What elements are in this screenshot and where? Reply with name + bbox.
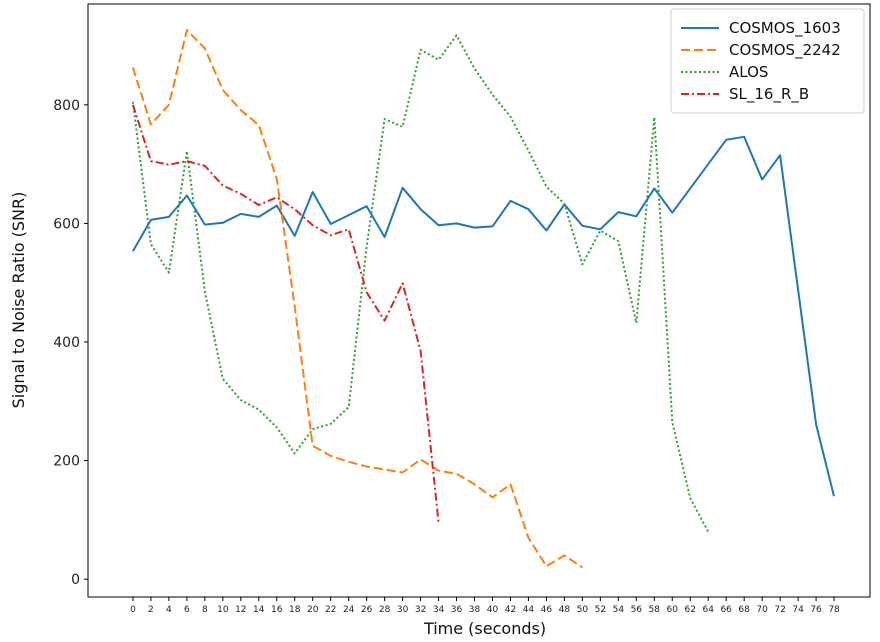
x-tick-label: 28 bbox=[379, 605, 391, 615]
series-layer bbox=[131, 29, 835, 569]
x-tick-label: 68 bbox=[738, 605, 750, 615]
x-tick-label: 12 bbox=[235, 605, 246, 615]
x-tick-label: 54 bbox=[613, 605, 625, 615]
series-line-cosmos-1603 bbox=[132, 135, 835, 497]
x-tick-label: 74 bbox=[792, 605, 804, 615]
y-tick-label: 0 bbox=[71, 572, 80, 588]
y-tick-label: 200 bbox=[53, 454, 80, 470]
plot-frame bbox=[87, 3, 871, 598]
legend-label: COSMOS_1603 bbox=[729, 19, 841, 38]
x-tick-label: 6 bbox=[184, 605, 190, 615]
x-tick-label: 42 bbox=[505, 605, 516, 615]
x-tick-label: 40 bbox=[487, 605, 499, 615]
x-tick-label: 20 bbox=[307, 605, 319, 615]
x-tick-label: 46 bbox=[541, 605, 553, 615]
x-tick-label: 38 bbox=[469, 605, 481, 615]
series-line-alos bbox=[131, 34, 710, 533]
x-tick-label: 56 bbox=[631, 605, 643, 615]
x-tick-label: 34 bbox=[433, 605, 445, 615]
x-tick-label: 14 bbox=[253, 605, 265, 615]
x-tick-label: 48 bbox=[559, 605, 571, 615]
x-tick-label: 36 bbox=[451, 605, 463, 615]
series-line-cosmos-2242 bbox=[131, 29, 583, 569]
x-tick-label: 16 bbox=[271, 605, 283, 615]
x-axis-ticks: 0 2 4 6 8 10 12 14 16 18 20 22 24 26 28 30 32 34 36 38 40 42 4… bbox=[130, 597, 840, 615]
x-tick-label: 44 bbox=[523, 605, 535, 615]
x-tick-label: 32 bbox=[415, 605, 426, 615]
x-tick-label: 24 bbox=[343, 605, 355, 615]
x-tick-label: 10 bbox=[217, 605, 229, 615]
x-tick-label: 8 bbox=[202, 605, 208, 615]
x-tick-label: 70 bbox=[756, 605, 768, 615]
series-line-sl-16-r-b bbox=[131, 104, 440, 524]
x-tick-label: 30 bbox=[397, 605, 409, 615]
x-tick-label: 26 bbox=[361, 605, 373, 615]
y-tick-label: 600 bbox=[53, 216, 80, 232]
x-tick-label: 76 bbox=[810, 605, 822, 615]
x-tick-label: 52 bbox=[595, 605, 606, 615]
plot-area-border bbox=[87, 3, 871, 598]
x-tick-label: 60 bbox=[667, 605, 679, 615]
x-tick-label: 0 bbox=[130, 605, 136, 615]
x-tick-label: 50 bbox=[577, 605, 589, 615]
x-tick-label: 66 bbox=[720, 605, 732, 615]
x-tick-label: 2 bbox=[148, 605, 154, 615]
y-axis-label: Signal to Noise Ratio (SNR) bbox=[9, 192, 28, 409]
y-axis-ticks: 0 200 400 600 800 bbox=[53, 98, 88, 588]
y-tick-label: 400 bbox=[53, 335, 80, 351]
x-tick-label: 78 bbox=[828, 605, 840, 615]
x-axis-label: Time (seconds) bbox=[423, 619, 546, 638]
x-tick-label: 58 bbox=[649, 605, 661, 615]
x-tick-label: 64 bbox=[702, 605, 714, 615]
x-tick-label: 22 bbox=[325, 605, 336, 615]
legend-label: ALOS bbox=[729, 63, 768, 81]
legend-label: SL_16_R_B bbox=[729, 85, 809, 104]
y-tick-label: 800 bbox=[53, 98, 80, 114]
legend-box bbox=[670, 8, 865, 114]
x-tick-label: 72 bbox=[774, 605, 785, 615]
legend-label: COSMOS_2242 bbox=[729, 41, 841, 60]
legend: COSMOS_1603 COSMOS_2242 ALOS SL_16_R_B bbox=[670, 8, 865, 114]
x-tick-label: 4 bbox=[166, 605, 172, 615]
x-tick-label: 62 bbox=[685, 605, 696, 615]
x-tick-label: 18 bbox=[289, 605, 301, 615]
